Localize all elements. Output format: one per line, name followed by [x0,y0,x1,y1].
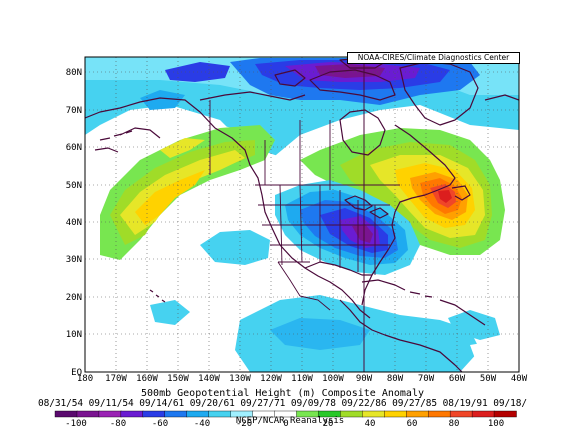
graticule [85,57,519,372]
lat-label: 20N [66,293,82,303]
lon-label: 180 [77,374,93,384]
scale-swatch [142,410,166,418]
lon-label: 140W [198,374,220,384]
lon-label: 160W [136,374,158,384]
lon-label: 90W [356,374,373,384]
color-scale-bar [54,410,517,418]
lon-label: 110W [291,374,313,384]
lon-label: 100W [322,374,344,384]
lon-label: 60W [449,374,466,384]
lon-label: 40W [511,374,528,384]
lat-labels: 80N 70N 60N 50N 40N 30N 20N 10N EQ [66,68,82,378]
scale-tick-label: -20 [236,419,252,429]
scale-swatch [76,410,100,418]
scale-tick-label: -80 [110,419,126,429]
lon-labels: 180 170W 160W 150W 140W 130W 120W 110W 1… [77,374,528,384]
scale-swatch [471,410,495,418]
scale-tick-label: 60 [407,419,418,429]
lon-label: 80W [387,374,404,384]
scale-swatch [54,410,78,418]
scale-swatch [449,410,473,418]
scale-swatch [362,410,385,418]
scale-tick-label: -60 [152,419,168,429]
scale-swatch [493,410,517,418]
lat-label: 30N [66,255,82,265]
scale-swatch [98,410,122,418]
color-scale-ticks: -100 -80 -60 -40 -20 0 20 40 60 80 100 [65,419,504,429]
lat-label: 40N [66,218,82,228]
map-title: 500mb Geopotential Height (m) Composite … [141,388,424,399]
anomaly-field [85,57,519,372]
scale-swatch [120,410,144,418]
lat-label: 80N [66,68,82,78]
scale-swatch [427,410,451,418]
lat-label: 10N [66,330,82,340]
scale-swatch [164,410,188,418]
composite-dates: 08/31/54 09/11/54 09/14/61 09/20/61 09/2… [38,398,527,409]
political-borders [209,57,400,372]
scale-swatch [208,410,232,418]
lon-label: 120W [260,374,282,384]
lon-label: 130W [229,374,251,384]
lat-label: 50N [66,181,82,191]
plot-frame [84,56,520,373]
lat-label: EQ [71,368,82,378]
scale-tick-label: -100 [65,419,87,429]
lon-label: 70W [418,374,435,384]
scale-swatch [384,410,407,418]
reanalysis-credit: NCEP/NCAR Reanalysis [236,416,344,426]
scale-tick-label: -40 [194,419,210,429]
scale-tick-label: 20 [323,419,334,429]
credit-label: NOAA-CIRES/Climate Diagnostics Center [347,52,520,64]
scale-tick-label: 100 [488,419,504,429]
scale-tick-label: 40 [365,419,376,429]
scale-swatch [406,410,429,418]
lon-label: 50W [480,374,497,384]
scale-tick-label: 80 [449,419,460,429]
scale-swatch [186,410,210,418]
scale-tick-label: 0 [283,419,288,429]
lon-label: 170W [105,374,127,384]
lon-label: 150W [167,374,189,384]
lat-label: 60N [66,143,82,153]
lat-label: 70N [66,106,82,116]
